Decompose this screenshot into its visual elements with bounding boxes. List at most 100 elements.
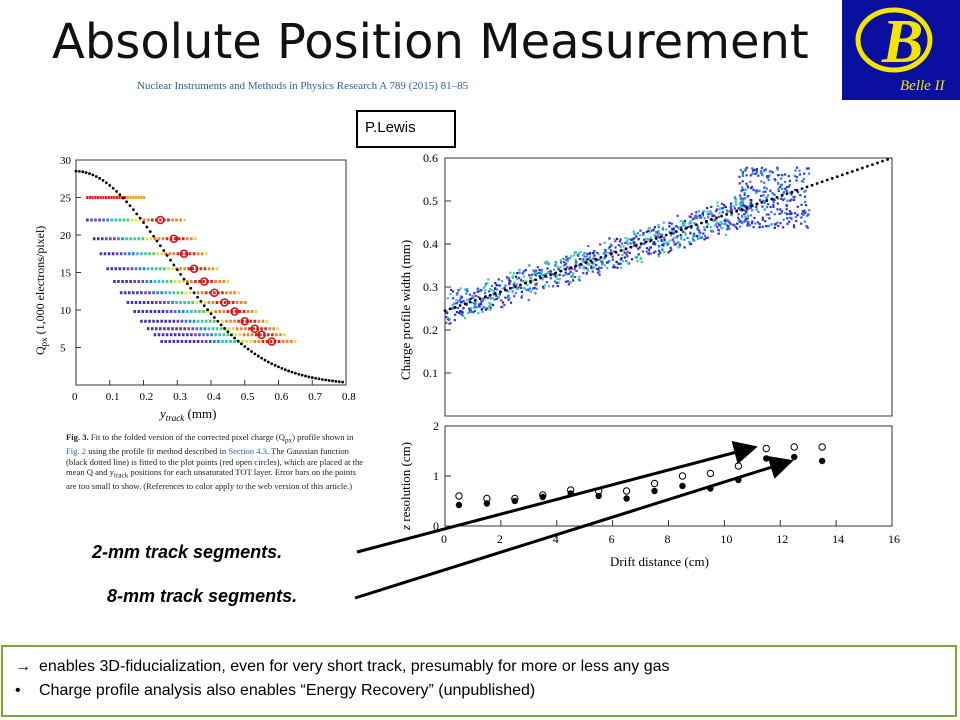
heat-pixel — [115, 196, 119, 199]
heat-pixel — [157, 333, 161, 337]
width-point — [647, 229, 650, 232]
fit-dot — [223, 326, 226, 330]
width-point — [670, 222, 673, 225]
width-point — [626, 242, 629, 246]
width-point — [744, 211, 748, 214]
fit-dot — [250, 350, 253, 353]
fit-dot — [770, 197, 774, 201]
heat-pixel — [168, 252, 172, 256]
width-point — [668, 230, 671, 233]
width-point — [805, 225, 808, 228]
width-point — [526, 283, 529, 287]
width-point — [507, 277, 510, 280]
width-point — [691, 238, 695, 241]
fit-dot — [115, 189, 118, 193]
width-point — [740, 203, 743, 206]
width-point — [577, 278, 581, 281]
heat-pixel — [192, 340, 196, 343]
heat-pixel — [96, 237, 100, 241]
heat-pixel — [202, 280, 205, 283]
width-point — [586, 252, 589, 255]
width-point — [596, 271, 600, 274]
fit-dot — [81, 170, 85, 174]
heat-pixel — [96, 196, 100, 199]
width-point — [706, 225, 709, 228]
width-point — [457, 289, 460, 292]
width-point — [670, 230, 674, 233]
fit-dot — [179, 273, 183, 276]
width-point — [495, 288, 498, 291]
label-8mm-segments: 8-mm track segments. — [107, 586, 298, 606]
width-point — [734, 201, 737, 204]
width-point — [531, 273, 534, 276]
width-point — [722, 203, 726, 207]
width-point — [574, 260, 578, 264]
width-point — [764, 168, 767, 171]
width-point — [716, 201, 719, 204]
width-point — [654, 235, 657, 238]
width-point — [795, 175, 798, 179]
heat-pixel — [195, 327, 199, 331]
width-point — [751, 209, 754, 212]
heat-pixel — [227, 301, 231, 304]
width-point — [777, 182, 780, 185]
width-point — [585, 255, 588, 258]
width-point — [749, 214, 753, 217]
fit-dot — [715, 216, 718, 220]
width-point — [459, 301, 463, 304]
heat-pixel — [261, 340, 265, 343]
heat-pixel — [118, 218, 122, 222]
resolution-2mm-point — [650, 479, 659, 488]
width-point — [785, 204, 788, 208]
width-point — [749, 206, 752, 209]
width-point — [529, 276, 532, 279]
width-point — [776, 168, 779, 171]
width-point — [739, 225, 742, 228]
heat-pixel — [126, 301, 130, 304]
width-point — [608, 237, 611, 240]
width-point — [683, 224, 686, 227]
heat-pixel — [105, 196, 108, 199]
fit-dot — [246, 347, 250, 351]
heat-pixel — [148, 319, 151, 323]
width-point — [782, 191, 786, 194]
heat-pixel — [142, 218, 146, 222]
width-point — [480, 300, 483, 303]
width-point — [604, 264, 607, 267]
width-point — [511, 286, 514, 289]
width-point — [578, 266, 582, 269]
fit-dot — [886, 158, 889, 161]
heat-pixel — [164, 319, 168, 323]
width-point — [758, 199, 761, 202]
width-point — [642, 233, 645, 237]
width-point — [658, 232, 661, 236]
heat-pixel — [188, 319, 192, 323]
width-point — [541, 285, 545, 288]
heat-pixel — [145, 237, 149, 241]
width-point — [591, 252, 594, 255]
heat-pixel — [204, 291, 208, 295]
heat-pixel — [134, 267, 138, 271]
width-point — [540, 273, 543, 276]
width-point — [570, 267, 574, 270]
width-point — [456, 291, 459, 295]
heat-pixel — [102, 196, 105, 199]
width-point — [803, 195, 807, 198]
fit-dot — [785, 192, 789, 196]
figure-caption: Fig. 3. Fit to the folded version of the… — [66, 432, 364, 492]
width-point — [788, 191, 792, 194]
fit-dot — [463, 302, 467, 306]
width-point — [527, 274, 531, 277]
fit-dot — [128, 204, 132, 208]
width-point — [658, 236, 661, 239]
heat-pixel — [219, 327, 223, 331]
y-tick-label: 1 — [433, 469, 439, 483]
fit-dot — [277, 365, 280, 369]
heat-pixel — [250, 310, 254, 313]
width-point — [574, 262, 577, 265]
width-point — [554, 274, 557, 278]
width-point — [802, 180, 805, 183]
heat-pixel — [176, 252, 180, 256]
width-point — [482, 286, 485, 289]
width-point — [751, 172, 754, 175]
